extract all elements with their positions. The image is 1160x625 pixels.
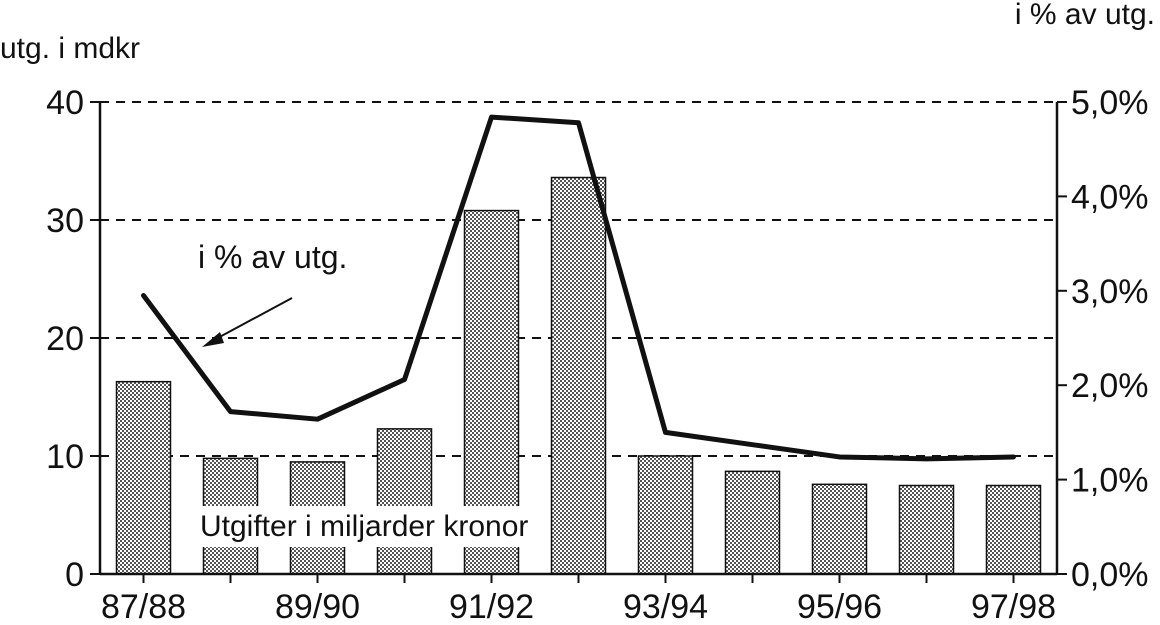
line-point (142, 294, 145, 298)
line-point (229, 410, 232, 414)
line-point (577, 121, 580, 125)
y-left-axis-title: utg. i mdkr (0, 32, 140, 65)
x-tick-label: 87/88 (101, 588, 186, 625)
y-right-tick-labels: 0,0% 1,0% 2,0% 3,0% 4,0% 5,0% (1057, 84, 1149, 594)
y-right-tick-label: 5,0% (1071, 84, 1149, 122)
bar (550, 176, 607, 575)
bar (811, 483, 868, 575)
bar-series-label-background (194, 506, 535, 547)
line-point (403, 378, 406, 382)
y-left-tick-label: 30 (46, 202, 84, 240)
y-right-tick-label: 0,0% (1071, 556, 1149, 594)
annotation-arrow (202, 297, 293, 347)
bar (637, 455, 694, 575)
line-point (490, 115, 493, 119)
bar (985, 484, 1042, 575)
x-tick-label: 97/98 (971, 588, 1056, 625)
line-point (925, 457, 928, 461)
y-right-tick-label: 3,0% (1071, 273, 1149, 311)
bar (376, 428, 433, 575)
line-point (316, 417, 319, 421)
y-left-tick-label: 0 (65, 556, 84, 594)
y-left-tick-label: 10 (46, 438, 84, 476)
line-point (751, 443, 754, 447)
x-tick-labels: 87/88 89/90 91/92 93/94 95/96 97/98 (101, 574, 1056, 625)
y-right-axis-title: i % av utg. (1015, 0, 1155, 31)
x-tick-label: 93/94 (623, 588, 708, 625)
y-right-tick-label: 2,0% (1071, 367, 1149, 405)
line-point (1012, 455, 1015, 459)
y-right-tick-label: 1,0% (1071, 462, 1149, 500)
bar (724, 470, 781, 575)
bar-series-label: Utgifter i miljarder kronor (200, 510, 528, 543)
x-tick-label: 89/90 (275, 588, 360, 625)
y-left-tick-label: 40 (46, 84, 84, 122)
x-tick-label: 95/96 (797, 588, 882, 625)
line-point (838, 455, 841, 459)
x-tick-label: 91/92 (449, 588, 534, 625)
bar (898, 484, 955, 575)
y-left-tick-labels: 0 10 20 30 40 (46, 84, 100, 594)
y-right-tick-label: 4,0% (1071, 178, 1149, 216)
y-left-tick-label: 20 (46, 320, 84, 358)
line-annotation: i % av utg. (198, 239, 347, 275)
bar (115, 380, 172, 575)
line-series (141, 114, 1016, 462)
line-point (664, 430, 667, 434)
